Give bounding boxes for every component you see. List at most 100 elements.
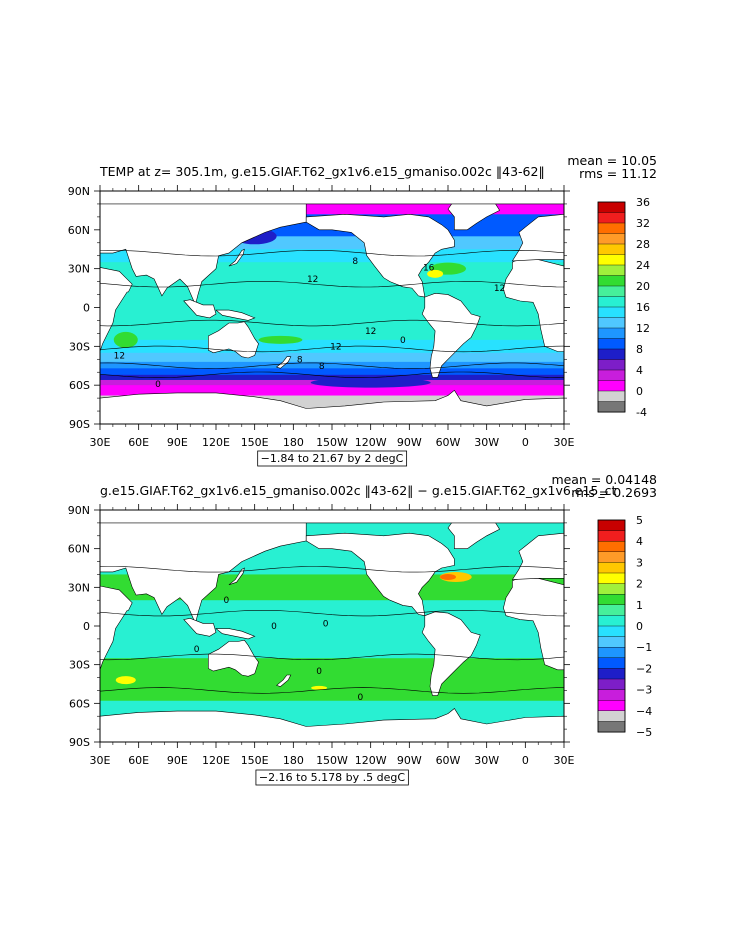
colorbar-swatch-9 — [597, 285, 626, 298]
colorbar-swatch-16 — [597, 678, 626, 691]
x-tick-label-4: 120E — [202, 754, 230, 767]
contour-label-11: 0 — [400, 336, 406, 346]
colorbar: 5 4 3 2 1 0 −1 −2 −3 −4 −5 — [597, 514, 652, 739]
colorbar-swatch-6 — [597, 254, 626, 266]
contour-label-5: 12 — [330, 342, 341, 352]
range-box-border — [255, 769, 409, 786]
ocean-band-15 — [100, 385, 564, 397]
contour-line-3 — [100, 653, 564, 661]
colorbar-label-8: 8 — [636, 343, 643, 356]
colorbar-swatch-16 — [597, 359, 626, 371]
colorbar-swatch-17 — [597, 369, 626, 382]
y-tick-label-7: 90S — [69, 418, 90, 431]
y-tick-label-4: 0 — [83, 302, 90, 315]
ocean-band-10 — [100, 352, 564, 363]
range-box: −1.84 to 21.67 by 2 degC — [257, 450, 408, 467]
y-tick-label-1: 90N — [68, 504, 90, 517]
contour-label-2: 12 — [365, 327, 376, 337]
land-mask-7 — [215, 309, 256, 321]
x-tick-label-4: 120E — [202, 436, 230, 449]
ocean-band-7 — [100, 297, 564, 319]
colorbar-swatch-3 — [597, 222, 626, 235]
contour-label-8: 8 — [319, 362, 325, 372]
contour-label-4: 16 — [423, 263, 435, 273]
colorbar-swatch-13 — [597, 647, 626, 659]
x-tick-label-8: 120W — [355, 754, 387, 767]
land-mask-14 — [100, 510, 564, 524]
colorbar-swatch-11 — [597, 625, 626, 638]
agulhas-anomaly-patch — [115, 676, 136, 685]
colorbar: 36 32 28 24 20 16 12 8 4 0 -4 — [597, 196, 650, 419]
land-mask-1 — [100, 267, 133, 352]
x-tick-label-9: 90W — [397, 754, 422, 767]
y-tick-label-3: 30N — [68, 263, 90, 276]
colorbar-label-9: 4 — [636, 364, 643, 377]
land-mask-10 — [305, 213, 455, 298]
colorbar-swatch-19 — [597, 390, 626, 403]
x-tick-label-12: 0 — [522, 436, 529, 449]
contour-label-3: 0 — [316, 667, 322, 677]
colorbar-swatch-15 — [597, 668, 626, 680]
colorbar-swatch-18 — [597, 380, 626, 392]
x-tick-label-5: 150E — [241, 436, 269, 449]
colorbar-label-1: 5 — [636, 514, 643, 527]
contour-label-7: 12 — [114, 351, 125, 361]
colorbar-swatch-20 — [597, 401, 626, 413]
land-mask-4 — [511, 213, 564, 262]
colorbar-swatch-5 — [597, 243, 626, 256]
panel-title: g.e15.GIAF.T62_gx1v6.e15_gmaniso.002c ‖4… — [100, 483, 617, 498]
colorbar-label-11: -4 — [636, 406, 647, 419]
land-mask-7 — [215, 628, 256, 640]
y-tick-label-3: 30N — [68, 581, 90, 594]
colorbar-swatch-19 — [597, 710, 626, 722]
colorbar-label-4: 24 — [636, 259, 650, 272]
colorbar-swatch-20 — [597, 721, 626, 733]
contour-label-1: 0 — [271, 622, 277, 632]
colorbar-label-5: 20 — [636, 280, 650, 293]
land-mask-6 — [183, 617, 217, 637]
x-tick-label-11: 30W — [474, 754, 499, 767]
colorbar-swatch-18 — [597, 700, 626, 712]
x-tick-label-8: 120W — [355, 436, 387, 449]
x-tick-label-9: 90W — [397, 436, 422, 449]
colorbar-swatch-1 — [597, 519, 626, 532]
x-tick-label-6: 180 — [283, 436, 304, 449]
contour-label-4: 0 — [357, 693, 363, 703]
y-tick-label-2: 60N — [68, 543, 90, 556]
gulf-stream-max-anomaly — [440, 574, 456, 581]
contour-line-3 — [100, 319, 564, 327]
map-field: 0 0 0 0 0 0 — [100, 510, 564, 742]
colorbar-swatch-10 — [597, 296, 626, 308]
range-label: −1.84 to 21.67 by 2 degC — [261, 452, 404, 465]
y-tick-label-5: 30S — [69, 340, 90, 353]
ocean-band-13 — [100, 374, 564, 381]
stat-mean: mean = 10.05 — [567, 153, 657, 168]
colorbar-label-7: −1 — [636, 641, 652, 654]
land-mask-12 — [421, 611, 481, 696]
colorbar-label-10: −4 — [636, 705, 652, 718]
range-label: −2.16 to 5.178 by .5 degC — [259, 771, 405, 784]
colorbar-swatch-5 — [597, 562, 626, 574]
x-tick-label-5: 150E — [241, 754, 269, 767]
colorbar-label-1: 36 — [636, 196, 650, 209]
colorbar-swatch-8 — [597, 594, 626, 606]
colorbar-swatch-17 — [597, 689, 626, 701]
ocean-band-5 — [100, 619, 564, 637]
colorbar-swatch-2 — [597, 212, 626, 224]
land-mask-11 — [447, 518, 501, 549]
colorbar-swatch-2 — [597, 530, 626, 542]
y-tick-label-5: 30S — [69, 659, 90, 672]
contour-label-6: 0 — [194, 645, 200, 655]
contour-label-1: 12 — [307, 275, 318, 285]
land-mask-3 — [100, 510, 307, 625]
colorbar-swatch-10 — [597, 615, 626, 627]
tasman-warm-patch — [258, 335, 303, 344]
colorbar-swatch-1 — [597, 201, 626, 214]
colorbar-swatch-3 — [597, 541, 626, 553]
colorbar-swatch-11 — [597, 306, 626, 319]
contour-label-6: 8 — [297, 355, 303, 365]
land-mask-13 — [100, 708, 564, 742]
land-mask-10 — [305, 532, 455, 617]
land-mask-8 — [228, 567, 245, 586]
colorbar-label-8: −2 — [636, 662, 652, 675]
